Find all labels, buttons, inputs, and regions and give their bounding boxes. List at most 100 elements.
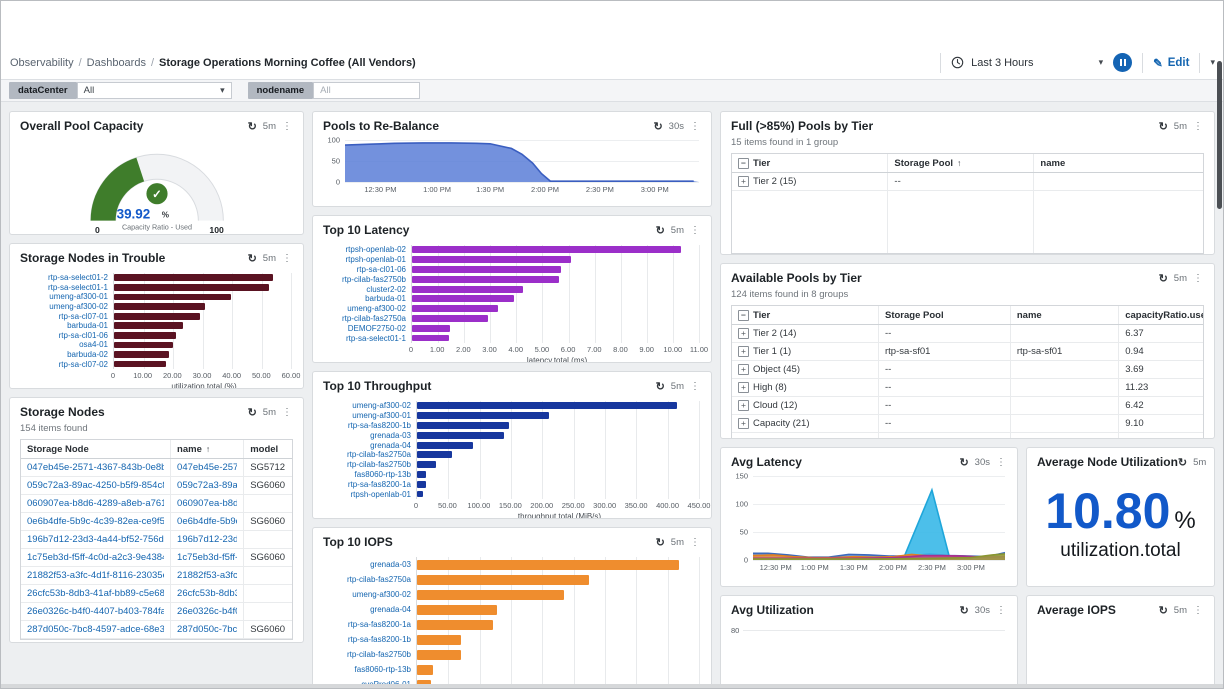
bar-label[interactable]: grenada-03 <box>370 430 411 440</box>
column-header[interactable]: Storage Pool ↑ <box>887 154 1033 172</box>
column-header[interactable]: Storage Pool <box>878 306 1010 324</box>
bar-label[interactable]: grenada-04 <box>370 440 411 450</box>
expand-icon[interactable]: + <box>738 364 749 375</box>
cell-link[interactable]: 21882f53-a3fc-4d1f-8116-23035e6b74bc <box>27 570 164 581</box>
kebab-menu-icon[interactable]: ⋮ <box>282 252 293 264</box>
bar-label[interactable]: rtp-cilab-fas2750b <box>346 460 411 470</box>
bar-label[interactable]: barbuda-02 <box>67 350 108 360</box>
bar-label[interactable]: rtp-sa-fas8200-1b <box>347 635 411 644</box>
refresh-icon[interactable]: ↻ <box>655 536 665 549</box>
cell-link[interactable]: 059c72a3-89ac-425 <box>177 480 238 491</box>
bar[interactable] <box>417 461 436 469</box>
bar[interactable] <box>412 246 681 254</box>
collapse-icon[interactable]: − <box>738 309 749 321</box>
cell-link[interactable]: 1c75eb3d-f5ff-4c0d <box>177 552 237 563</box>
bar[interactable] <box>417 664 433 675</box>
bar[interactable] <box>412 275 560 283</box>
bar[interactable] <box>417 471 427 478</box>
table-row[interactable]: 060907ea-b8d6-4289-a8eb-a761dd4e2... 0609… <box>21 495 292 513</box>
bar-label[interactable]: rtpsh-openlab-01 <box>350 489 411 499</box>
bar[interactable] <box>114 322 184 330</box>
refresh-icon[interactable]: ↻ <box>1158 120 1168 133</box>
bar[interactable] <box>417 649 461 660</box>
bar-label[interactable]: umeng-af300-02 <box>352 590 411 599</box>
bar[interactable] <box>417 480 426 488</box>
expand-icon[interactable]: + <box>738 382 749 393</box>
bar[interactable] <box>114 341 173 349</box>
bar[interactable] <box>417 634 461 645</box>
column-header[interactable]: capacityRatio.used (%) <box>1118 306 1203 324</box>
bar[interactable] <box>412 334 449 342</box>
bar-label[interactable]: rtp-cilab-fas2750b <box>346 650 411 659</box>
bar[interactable] <box>417 589 564 600</box>
column-header[interactable]: model <box>243 440 292 458</box>
cell-link[interactable]: 0e6b4dfe-5b9c-4c3 <box>177 516 237 527</box>
cell-link[interactable]: 196b7d12-23d3-4a44-bf52-756d9ad58... <box>27 534 164 545</box>
refresh-icon[interactable]: ↻ <box>247 252 257 265</box>
kebab-menu-icon[interactable]: ⋮ <box>1193 120 1204 132</box>
edit-button[interactable]: ✎ Edit <box>1153 56 1189 70</box>
expand-icon[interactable]: + <box>738 418 749 429</box>
bar[interactable] <box>417 431 505 439</box>
bar[interactable] <box>412 315 488 322</box>
bar[interactable] <box>417 490 424 498</box>
bar-label[interactable]: rtp-sa-fas8200-1a <box>347 479 411 489</box>
expand-icon[interactable]: + <box>738 400 749 411</box>
header-caret-down-icon[interactable]: ▾ <box>1210 57 1215 67</box>
bar[interactable] <box>114 312 200 320</box>
bar-label[interactable]: rtpsh-openlab-02 <box>345 245 406 255</box>
bar-label[interactable]: rtp-cilab-fas2750a <box>346 575 411 584</box>
table-row[interactable]: + Tier 2 (15) -- <box>732 173 1203 191</box>
expand-icon[interactable]: + <box>738 176 749 187</box>
bar-label[interactable]: osa4-01 <box>79 340 108 350</box>
kebab-menu-icon[interactable]: ⋮ <box>690 536 701 548</box>
bar-label[interactable]: umeng-af300-02 <box>352 401 411 411</box>
refresh-icon[interactable]: ↻ <box>959 604 969 617</box>
bar-label[interactable]: rtp-sa-select01-1 <box>47 282 108 292</box>
kebab-menu-icon[interactable]: ⋮ <box>996 456 1007 468</box>
bar[interactable] <box>114 274 274 282</box>
bar-label[interactable]: umeng-af300-02 <box>347 304 406 314</box>
cell-link[interactable]: 060907ea-b8d6-4289-a8eb-a761dd4e2... <box>27 498 164 509</box>
bar-label[interactable]: rtp-cilab-fas2750a <box>346 450 411 460</box>
bar[interactable] <box>114 303 206 310</box>
table-row[interactable]: 1c75eb3d-f5ff-4c0d-a2c3-9e43848c297f 1c75… <box>21 549 292 567</box>
table-row[interactable]: + Cloud (12) -- 6.42 <box>732 397 1203 415</box>
collapse-icon[interactable]: − <box>738 157 749 169</box>
bar-label[interactable]: DEMOF2750-02 <box>347 323 406 333</box>
bar-label[interactable]: fas8060-rtp-13b <box>354 469 411 479</box>
cell-link[interactable]: 26e0326c-b4f0-4407-b403-784fa6a76cad <box>27 606 164 617</box>
bar-label[interactable]: rtp-sa-cl01-06 <box>58 330 108 340</box>
kebab-menu-icon[interactable]: ⋮ <box>1212 457 1214 468</box>
table-row[interactable]: 047eb45e-2571-4367-843b-0e8bad58f... 047e… <box>21 459 292 477</box>
bar-label[interactable]: rtp-sa-select01-1 <box>345 333 406 343</box>
breadcrumb-dashboards[interactable]: Dashboards <box>86 56 146 69</box>
bar-label[interactable]: rtp-sa-fas8200-1a <box>347 620 411 629</box>
table-row[interactable]: + Capacity (21) -- 9.10 <box>732 415 1203 433</box>
bar[interactable] <box>417 604 498 615</box>
bar-label[interactable]: grenada-03 <box>370 560 411 569</box>
bar[interactable] <box>417 574 590 585</box>
table-row[interactable]: 26cfc53b-8db3-41af-bb89-c5e687b9e0... 26c… <box>21 585 292 603</box>
column-header[interactable]: name <box>1033 154 1203 172</box>
refresh-icon[interactable]: ↻ <box>959 456 969 469</box>
bar-label[interactable]: rtp-sa-select01-2 <box>47 273 108 283</box>
table-row[interactable]: 196b7d12-23d3-4a44-bf52-756d9ad58... 196b… <box>21 531 292 549</box>
bar[interactable] <box>114 293 231 301</box>
table-row[interactable]: 287d050c-7bc8-4597-adce-68e3a1087... 287d… <box>21 621 292 639</box>
column-header[interactable]: name ↑ <box>170 440 243 458</box>
time-range-picker[interactable]: Last 3 Hours ▾ <box>951 56 1103 69</box>
cell-link[interactable]: 1c75eb3d-f5ff-4c0d-a2c3-9e43848c297f <box>27 552 164 563</box>
table-row[interactable]: 26e0326c-b4f0-4407-b403-784fa6a76cad 26e0… <box>21 603 292 621</box>
bar-label[interactable]: umeng-af300-02 <box>49 302 108 312</box>
kebab-menu-icon[interactable]: ⋮ <box>1193 604 1204 616</box>
bar[interactable] <box>412 324 450 332</box>
cell-link[interactable]: 047eb45e-2571-436 <box>177 462 238 473</box>
kebab-menu-icon[interactable]: ⋮ <box>690 120 701 132</box>
column-header[interactable]: name <box>1009 306 1118 324</box>
filter-datacenter-select[interactable]: All ▾ <box>76 82 232 99</box>
bar[interactable] <box>417 619 494 630</box>
bar-label[interactable]: barbuda-01 <box>365 294 406 304</box>
bar[interactable] <box>114 332 176 339</box>
vertical-scrollbar-thumb[interactable] <box>1217 61 1222 209</box>
